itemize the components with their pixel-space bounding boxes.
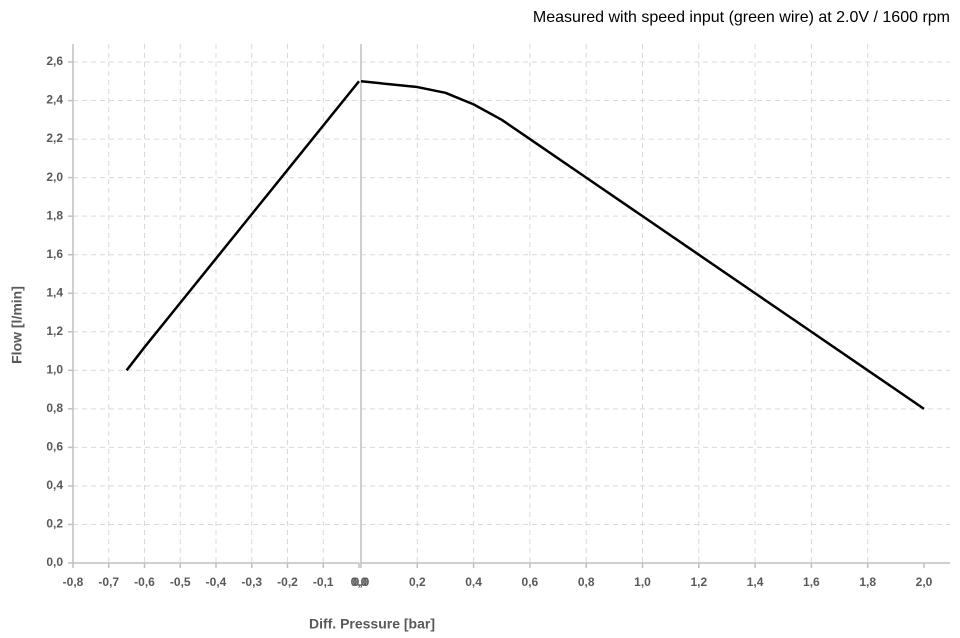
x-axis-label: Diff. Pressure [bar]: [309, 616, 435, 632]
x-tick-label: 1,6: [803, 575, 820, 589]
x-tick-label: -0,7: [98, 575, 119, 589]
y-tick-label: 2,2: [46, 131, 63, 145]
x-tick-label: 1,8: [859, 575, 876, 589]
x-tick-label: 1,0: [634, 575, 651, 589]
y-tick-label: 0,4: [46, 478, 63, 492]
x-tick-label: -0,6: [134, 575, 155, 589]
data-line: [360, 80, 925, 410]
x-tick-label: -0,8: [63, 575, 84, 589]
x-tick-label: 0,0: [353, 575, 370, 589]
y-axis-label: Flow [l/min]: [9, 286, 25, 364]
x-tick-label: 1,4: [747, 575, 764, 589]
y-tick-label: 1,0: [46, 362, 63, 376]
y-tick-label: 0,8: [46, 401, 63, 415]
y-tick-label: 1,6: [46, 247, 63, 261]
y-tick-label: 2,0: [46, 170, 63, 184]
x-tick-label: -0,1: [313, 575, 334, 589]
y-tick-label: 2,6: [46, 54, 63, 68]
x-tick-label: 0,0: [351, 575, 368, 589]
y-tick-label: 0,0: [46, 555, 63, 569]
y-tick-label: 1,4: [46, 285, 63, 299]
chart-title: Measured with speed input (green wire) a…: [533, 9, 950, 26]
x-tick-label: 1,2: [690, 575, 707, 589]
y-tick-label: 1,2: [46, 324, 63, 338]
x-tick-label: 0,8: [578, 575, 595, 589]
y-tick-label: 0,2: [46, 517, 63, 531]
x-tick-label: -0,2: [277, 575, 298, 589]
x-tick-label: -0,5: [170, 575, 191, 589]
y-tick-label: 0,6: [46, 440, 63, 454]
y-tick-label: 2,4: [46, 93, 63, 107]
x-tick-label: 2,0: [916, 575, 933, 589]
x-tick-label: 0,2: [409, 575, 426, 589]
x-tick-label: 0,4: [465, 575, 482, 589]
x-tick-label: -0,3: [241, 575, 262, 589]
x-tick-label: -0,4: [206, 575, 227, 589]
x-tick-label: 0,6: [522, 575, 539, 589]
data-line: [125, 80, 360, 372]
y-tick-label: 1,8: [46, 208, 63, 222]
